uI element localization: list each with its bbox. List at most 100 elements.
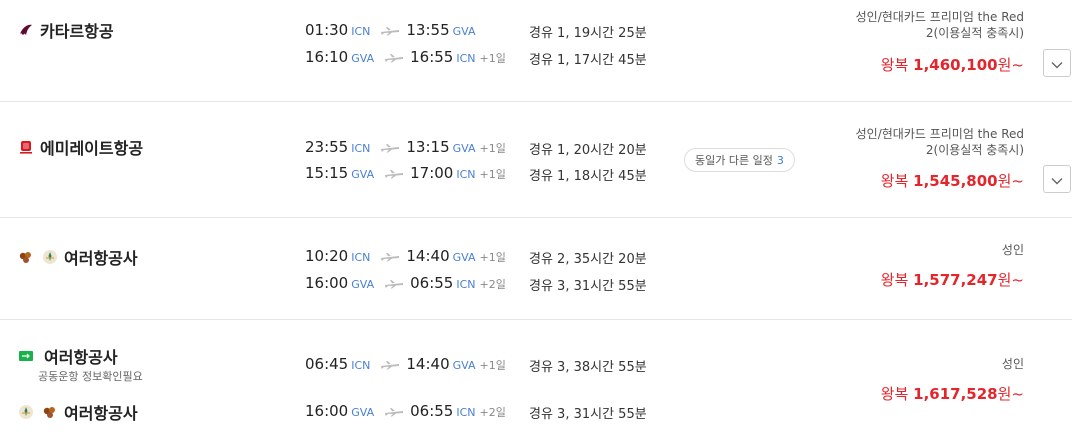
airline-name: 에미레이트항공 [40,139,144,158]
departure-airport: ICN [351,25,371,38]
airline: 에미레이트항공 [18,135,143,159]
return-leg: 16:00 GVA 06:55 ICN +2일 [305,273,506,292]
day-offset: +2일 [479,406,506,419]
duration: 경유 3, 38시간 55분 [529,360,647,375]
airplane-icon [380,138,400,153]
duration: 경유 2, 35시간 20분 [529,252,647,267]
outbound-leg: 10:20 ICN 14:40 GVA +1일 [305,246,506,265]
departure-time: 16:10 [305,48,349,66]
arrival-airport: GVA [452,359,476,372]
arrival-airport: GVA [452,25,476,38]
airplane-icon [380,247,400,262]
departure-time: 10:20 [305,247,349,265]
day-offset: +1일 [479,142,506,155]
airline: 카타르항공 [18,18,114,42]
saudia-logo-icon [42,249,58,265]
price-suffix: 원~ [997,56,1024,74]
same-price-other-schedule-button[interactable]: 동일가 다른 일정 3 [684,148,795,172]
airplane-icon [384,164,404,179]
price-prefix: 왕복 [880,385,909,403]
arrival-time: 14:40 [406,247,450,265]
fare-type-line: 성인/현대카드 프리미엄 the Red [855,127,1024,141]
arrival-time: 06:55 [410,402,454,420]
duration: 경유 1, 17시간 45분 [529,53,647,68]
expand-button[interactable] [1043,49,1071,77]
price-prefix: 왕복 [880,56,909,74]
arrival-airport: ICN [456,168,476,181]
departure-airport: GVA [351,52,375,65]
price-amount: 1,577,247 [913,271,998,289]
price[interactable]: 왕복 1,545,800원~ [881,170,1024,191]
arrival-time: 13:15 [406,138,450,156]
return-leg: 16:00 GVA 06:55 ICN +2일 [305,401,506,420]
chevron-down-icon [1051,170,1063,189]
duration: 경유 3, 31시간 55분 [529,279,647,294]
departure-airport: ICN [351,142,371,155]
fare-type-line: 성인 [1001,357,1024,371]
airline: 여러항공사 [18,245,138,269]
flight-result-row[interactable]: 에미레이트항공 23:55 ICN 13:15 GVA +1일 경유 1, 20… [0,102,1072,218]
chevron-down-icon [1051,54,1063,73]
multiple-airlines-logo-icon [18,249,34,265]
departure-time: 06:45 [305,355,349,373]
price-suffix: 원~ [997,385,1024,403]
departure-airport: ICN [351,359,371,372]
departure-airport: GVA [351,406,375,419]
airline-name: 여러항공사 [44,348,118,367]
outbound-leg: 01:30 ICN 13:55 GVA [305,20,476,39]
duration: 경유 1, 19시간 25분 [529,26,647,41]
price-amount: 1,545,800 [913,172,998,190]
arrival-time: 13:55 [406,21,450,39]
duration: 경유 3, 31시간 55분 [529,407,647,422]
airplane-icon [384,274,404,289]
airplane-icon [384,402,404,417]
departure-airport: GVA [351,278,375,291]
day-offset: +2일 [479,278,506,291]
day-offset: +1일 [479,168,506,181]
price-prefix: 왕복 [880,172,909,190]
saudia-logo-icon [18,404,34,420]
fare-type: 성인/현대카드 프리미엄 the Red 2(이용실적 충족시) [856,9,1024,41]
return-leg: 15:15 GVA 17:00 ICN +1일 [305,163,506,182]
day-offset: +1일 [479,359,506,372]
emirates-logo-icon [18,139,34,155]
badge-count: 3 [776,153,784,167]
duration: 경유 1, 20시간 20분 [529,143,647,158]
departure-time: 01:30 [305,21,349,39]
fare-type-line: 성인/현대카드 프리미엄 the Red [855,10,1024,24]
fare-type: 성인/현대카드 프리미엄 the Red 2(이용실적 충족시) [856,126,1024,158]
departure-time: 23:55 [305,138,349,156]
arrival-time: 17:00 [410,164,454,182]
departure-airport: ICN [351,251,371,264]
price-amount: 1,617,528 [913,385,998,403]
flight-result-row[interactable]: 여러항공사 10:20 ICN 14:40 GVA +1일 경유 2, 35시간… [0,218,1072,320]
departure-time: 15:15 [305,164,349,182]
price[interactable]: 왕복 1,460,100원~ [881,54,1024,75]
price-suffix: 원~ [997,271,1024,289]
expand-button[interactable] [1043,165,1071,193]
price[interactable]: 왕복 1,577,247원~ [881,269,1024,290]
arrival-time: 16:55 [410,48,454,66]
fare-type: 성인 [1002,356,1024,372]
fare-type: 성인 [1002,242,1024,258]
price-prefix: 왕복 [880,271,909,289]
day-offset: +1일 [479,52,506,65]
arrival-airport: GVA [452,251,476,264]
price[interactable]: 왕복 1,617,528원~ [881,383,1024,404]
duration: 경유 1, 18시간 45분 [529,169,647,184]
arrival-time: 14:40 [406,355,450,373]
badge-label: 동일가 다른 일정 [695,154,773,167]
airplane-icon [384,48,404,63]
fare-type-line: 성인 [1001,243,1024,257]
arrival-time: 06:55 [410,274,454,292]
qatar-airways-logo-icon [18,22,34,38]
departure-time: 16:00 [305,274,349,292]
outbound-leg: 23:55 ICN 13:15 GVA +1일 [305,137,506,156]
flight-result-row[interactable]: 카타르항공 01:30 ICN 13:55 GVA 경유 1, 19시간 25분… [0,0,1072,102]
arrival-airport: GVA [452,142,476,155]
fare-type-line: 2(이용실적 충족시) [925,26,1024,40]
flag-carrier-logo-icon [18,348,34,364]
outbound-leg: 06:45 ICN 14:40 GVA +1일 [305,354,506,373]
flight-result-row[interactable]: 여러항공사 공동운항 정보확인필요 여러항공사 06:45 ICN 14:40 … [0,320,1072,437]
airline-name: 여러항공사 [64,404,138,423]
